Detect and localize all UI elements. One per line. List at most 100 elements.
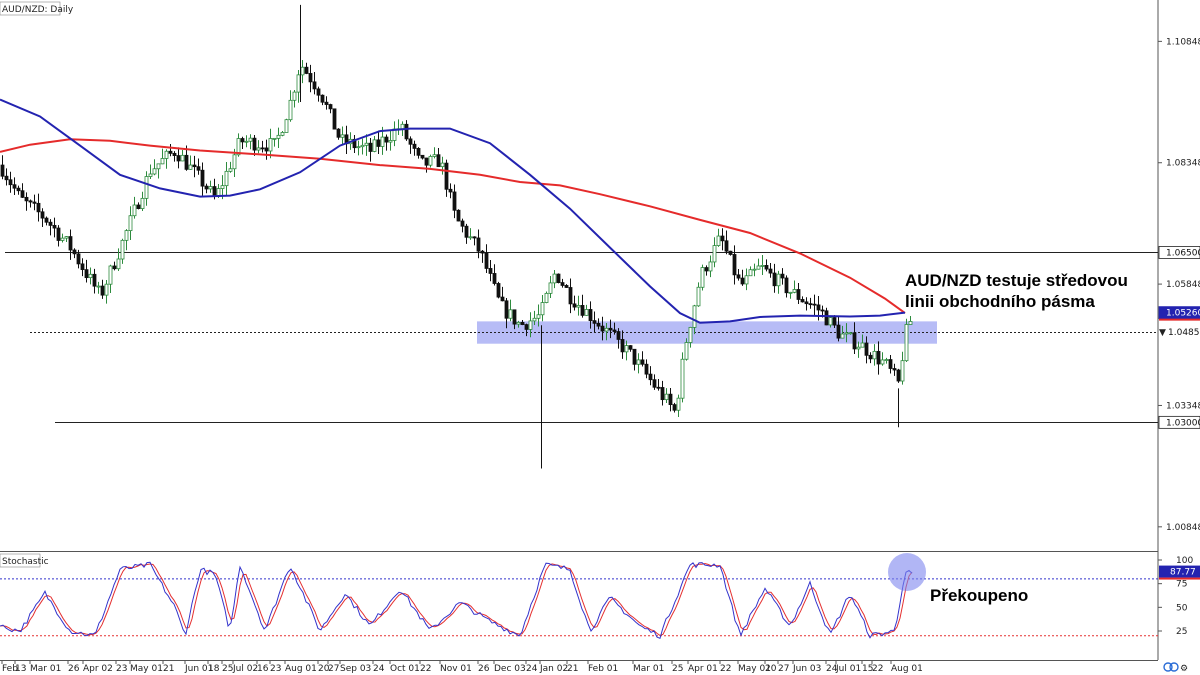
candle — [584, 304, 589, 316]
candle — [428, 154, 433, 168]
annotation-line-1: AUD/NZD testuje středovou — [905, 271, 1128, 290]
candle — [28, 199, 33, 208]
candle — [292, 89, 297, 108]
candle — [172, 151, 177, 162]
candle — [788, 291, 793, 299]
candle — [56, 225, 61, 247]
candle — [772, 263, 777, 293]
candle — [16, 185, 21, 195]
candle — [556, 273, 561, 284]
candle — [560, 278, 565, 288]
svg-text:1.03000: 1.03000 — [1166, 418, 1200, 428]
candle — [812, 294, 817, 315]
time-tick-label-20: 22 — [420, 664, 431, 674]
moving-average-0 — [0, 138, 906, 314]
candle — [408, 136, 413, 154]
chart-link-icon[interactable] — [1163, 662, 1179, 672]
candle — [36, 193, 41, 222]
candle — [228, 161, 233, 173]
time-tick-label-17: Sep 03 — [340, 664, 371, 674]
candle — [176, 147, 181, 169]
candle — [88, 267, 93, 285]
candle — [264, 139, 269, 160]
candle — [756, 258, 761, 270]
candle — [708, 255, 713, 278]
candle — [624, 340, 629, 361]
candle — [632, 348, 637, 371]
stochastic-main-line — [0, 561, 913, 639]
price-tag-3: 1.03000 — [1158, 415, 1200, 429]
candle — [488, 260, 493, 282]
time-tick-label-34: 27 — [778, 664, 789, 674]
candle — [424, 157, 429, 173]
candle — [92, 268, 97, 294]
candle — [244, 135, 249, 148]
price-tick-label-1: 1.08348 — [1166, 159, 1200, 169]
candle — [312, 71, 317, 95]
candle — [704, 265, 709, 276]
candle — [104, 280, 109, 304]
candle — [880, 352, 885, 366]
candle — [712, 237, 717, 268]
chart-settings-icon[interactable]: ⚙ — [1180, 664, 1188, 674]
candle — [700, 264, 705, 291]
time-tick-label-16: 27 — [328, 664, 339, 674]
price-axis: 1.10848 1.08348 1.05848 1.03348 1.00848 1.065… — [1158, 37, 1200, 533]
candle — [596, 318, 601, 330]
candle — [192, 155, 197, 178]
candle — [248, 134, 253, 150]
time-tick-label-3: 26 — [68, 664, 80, 674]
candle — [160, 148, 165, 165]
candle — [80, 258, 85, 277]
candle — [872, 344, 877, 366]
candle — [648, 366, 653, 386]
candle — [876, 341, 881, 375]
candle — [152, 159, 157, 176]
candle — [208, 180, 213, 193]
time-tick-label-40: Aug 01 — [891, 664, 923, 674]
candle — [260, 140, 265, 153]
time-tick-label-4: Apr 02 — [83, 664, 113, 674]
candle — [340, 126, 345, 146]
candle — [164, 149, 169, 169]
candle — [484, 244, 489, 273]
time-tick-label-37: Jul 01 — [835, 664, 861, 674]
candle — [684, 338, 689, 361]
candle — [132, 196, 137, 219]
candle — [40, 208, 45, 228]
price-tag-1: 1.05260 — [1158, 306, 1200, 321]
candle — [360, 138, 365, 155]
candle — [900, 351, 905, 385]
candle — [252, 134, 257, 156]
candle — [656, 379, 661, 391]
candle — [620, 330, 625, 359]
main-title: AUD/NZD: Daily — [2, 5, 74, 15]
candle — [568, 278, 573, 314]
candle — [660, 380, 665, 406]
price-tick-label-2: 1.05848 — [1166, 280, 1200, 290]
price-tick-label-3: 1.03348 — [1166, 401, 1200, 411]
candle — [96, 281, 101, 294]
svg-text:1.06500: 1.06500 — [1166, 248, 1200, 258]
candle — [844, 323, 849, 343]
candle — [808, 297, 813, 309]
candle — [724, 230, 729, 255]
candle — [540, 294, 545, 322]
candle — [128, 206, 133, 241]
candle — [600, 316, 605, 341]
price-tick-label-4: 1.00848 — [1166, 523, 1200, 533]
candle — [356, 140, 361, 156]
candle — [520, 319, 525, 326]
candle — [512, 309, 517, 330]
candle — [628, 345, 633, 352]
price-tag-0: 1.06500 — [1158, 246, 1200, 259]
candle — [796, 282, 801, 304]
candle — [732, 245, 737, 285]
candle — [776, 270, 781, 294]
time-tick-label-15: 20 — [318, 664, 330, 674]
candle — [288, 90, 293, 122]
time-tick-label-10: 25 — [222, 664, 233, 674]
candle — [200, 162, 205, 196]
candle — [108, 264, 113, 293]
